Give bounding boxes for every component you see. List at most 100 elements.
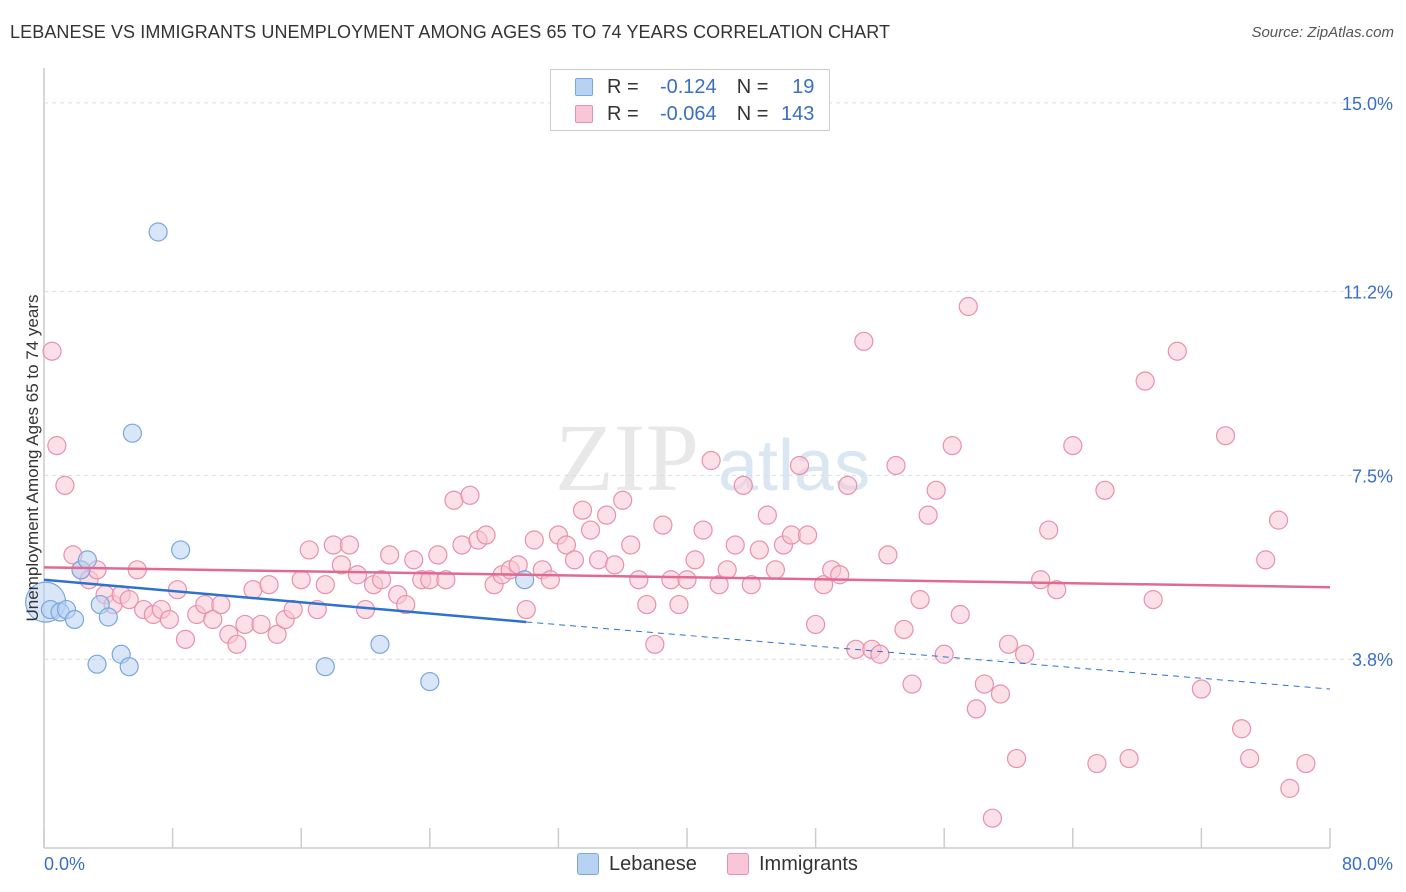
immigrants-point xyxy=(998,634,1019,654)
immigrants-point xyxy=(629,570,649,590)
tick-labels: 3.8% 7.5% 11.2% 15.0% 0.0% 80.0% xyxy=(44,94,1393,874)
immigrants-point xyxy=(203,609,223,630)
source-label: Source: ZipAtlas.com xyxy=(1251,24,1394,41)
immigrants-point xyxy=(1087,753,1107,774)
immigrants-point xyxy=(870,644,890,664)
immigrants-swatch xyxy=(575,105,593,123)
lebanese-point xyxy=(420,671,440,692)
immigrants-point xyxy=(452,535,472,555)
immigrants-point xyxy=(371,570,392,590)
immigrants-point xyxy=(854,331,874,351)
immigrants-point xyxy=(55,475,75,495)
immigrants-point xyxy=(605,555,625,575)
immigrants-point xyxy=(235,614,255,635)
immigrants-point xyxy=(323,535,343,555)
y-tick-label: 11.2% xyxy=(1343,283,1393,303)
immigrants-point xyxy=(1047,580,1067,600)
immigrants-point xyxy=(175,629,196,649)
immigrants-point xyxy=(1095,480,1115,500)
immigrants-point xyxy=(765,560,786,580)
immigrants-trend-line xyxy=(43,566,1331,589)
lebanese-point xyxy=(148,222,168,242)
immigrants-point xyxy=(926,480,946,500)
bottom-legend-immigrants: Immigrants xyxy=(727,850,858,878)
immigrants-point xyxy=(757,505,777,525)
immigrants-point xyxy=(934,644,954,664)
immigrants-point xyxy=(677,570,697,590)
lebanese-n-value: 19 xyxy=(792,75,815,98)
legend-row-immigrants: R = -0.064 N = 143 xyxy=(575,101,814,127)
immigrants-point xyxy=(1296,753,1316,774)
immigrants-point xyxy=(878,545,898,565)
immigrants-point xyxy=(613,490,633,510)
immigrants-legend-swatch xyxy=(727,853,749,875)
immigrants-point xyxy=(669,594,689,615)
lebanese-point xyxy=(77,550,98,570)
immigrants-point xyxy=(119,590,139,610)
immigrants-point xyxy=(830,565,850,585)
immigrants-point xyxy=(159,609,179,630)
immigrants-point xyxy=(1167,341,1187,361)
trend-lines xyxy=(43,566,1331,690)
r-label: R = xyxy=(607,102,639,125)
x-tick-label-max: 80.0% xyxy=(1342,854,1393,874)
immigrants-point xyxy=(637,594,657,615)
immigrants-point xyxy=(749,540,769,560)
lebanese-point xyxy=(64,609,85,630)
immigrants-point xyxy=(588,550,609,570)
immigrants-point xyxy=(725,535,745,555)
immigrants-point xyxy=(299,540,319,560)
immigrants-r-value: -0.064 xyxy=(659,102,717,125)
immigrants-point xyxy=(460,485,480,505)
immigrants-point xyxy=(315,575,335,595)
lebanese-point xyxy=(122,423,143,443)
immigrants-point xyxy=(227,634,247,654)
chart-title: LEBANESE VS IMMIGRANTS UNEMPLOYMENT AMON… xyxy=(10,22,891,42)
immigrants-point xyxy=(741,575,761,595)
immigrants-point xyxy=(47,436,67,456)
immigrants-point xyxy=(597,505,617,525)
immigrants-point xyxy=(805,614,826,635)
immigrants-point xyxy=(1280,778,1300,798)
immigrants-point xyxy=(693,520,713,540)
immigrants-point xyxy=(1039,520,1059,540)
immigrants-point xyxy=(1240,748,1260,769)
correlation-legend: R = -0.124 N = 19 R = -0.064 N = 143 xyxy=(550,69,830,131)
immigrants-n-value: 143 xyxy=(781,102,815,125)
immigrants-point xyxy=(572,500,593,520)
immigrants-point xyxy=(1014,644,1035,664)
immigrants-point xyxy=(267,624,287,644)
immigrants-point xyxy=(291,570,311,590)
immigrants-point xyxy=(886,455,906,476)
lebanese-legend-label: Lebanese xyxy=(609,852,697,875)
lebanese-legend-swatch xyxy=(577,853,599,875)
immigrants-point xyxy=(958,296,978,317)
immigrants-point xyxy=(476,525,496,545)
bottom-legend-lebanese: Lebanese xyxy=(577,850,697,878)
immigrants-point xyxy=(982,808,1003,828)
immigrants-point xyxy=(516,599,536,620)
immigrants-point xyxy=(556,535,577,555)
immigrants-point xyxy=(838,475,858,495)
n-label: N = xyxy=(736,75,769,98)
immigrants-point xyxy=(243,580,263,600)
lebanese-point xyxy=(171,540,191,560)
immigrants-point xyxy=(990,684,1011,704)
immigrants-point xyxy=(645,634,665,654)
r-label: R = xyxy=(607,75,639,98)
immigrants-point xyxy=(1143,590,1163,610)
immigrants-point xyxy=(653,515,673,535)
immigrants-point xyxy=(436,570,456,590)
lebanese-trend-extension xyxy=(526,621,1331,690)
immigrants-point xyxy=(540,570,560,590)
immigrants-point xyxy=(966,699,986,719)
lebanese-r-value: -0.124 xyxy=(659,75,717,98)
immigrants-point xyxy=(717,560,737,580)
immigrants-point xyxy=(444,490,464,510)
immigrants-point xyxy=(685,550,705,570)
y-tick-label: 3.8% xyxy=(1352,650,1393,670)
data-points xyxy=(25,222,1316,828)
immigrants-point xyxy=(1256,550,1276,570)
immigrants-point xyxy=(902,674,922,694)
lebanese-point xyxy=(119,657,139,677)
